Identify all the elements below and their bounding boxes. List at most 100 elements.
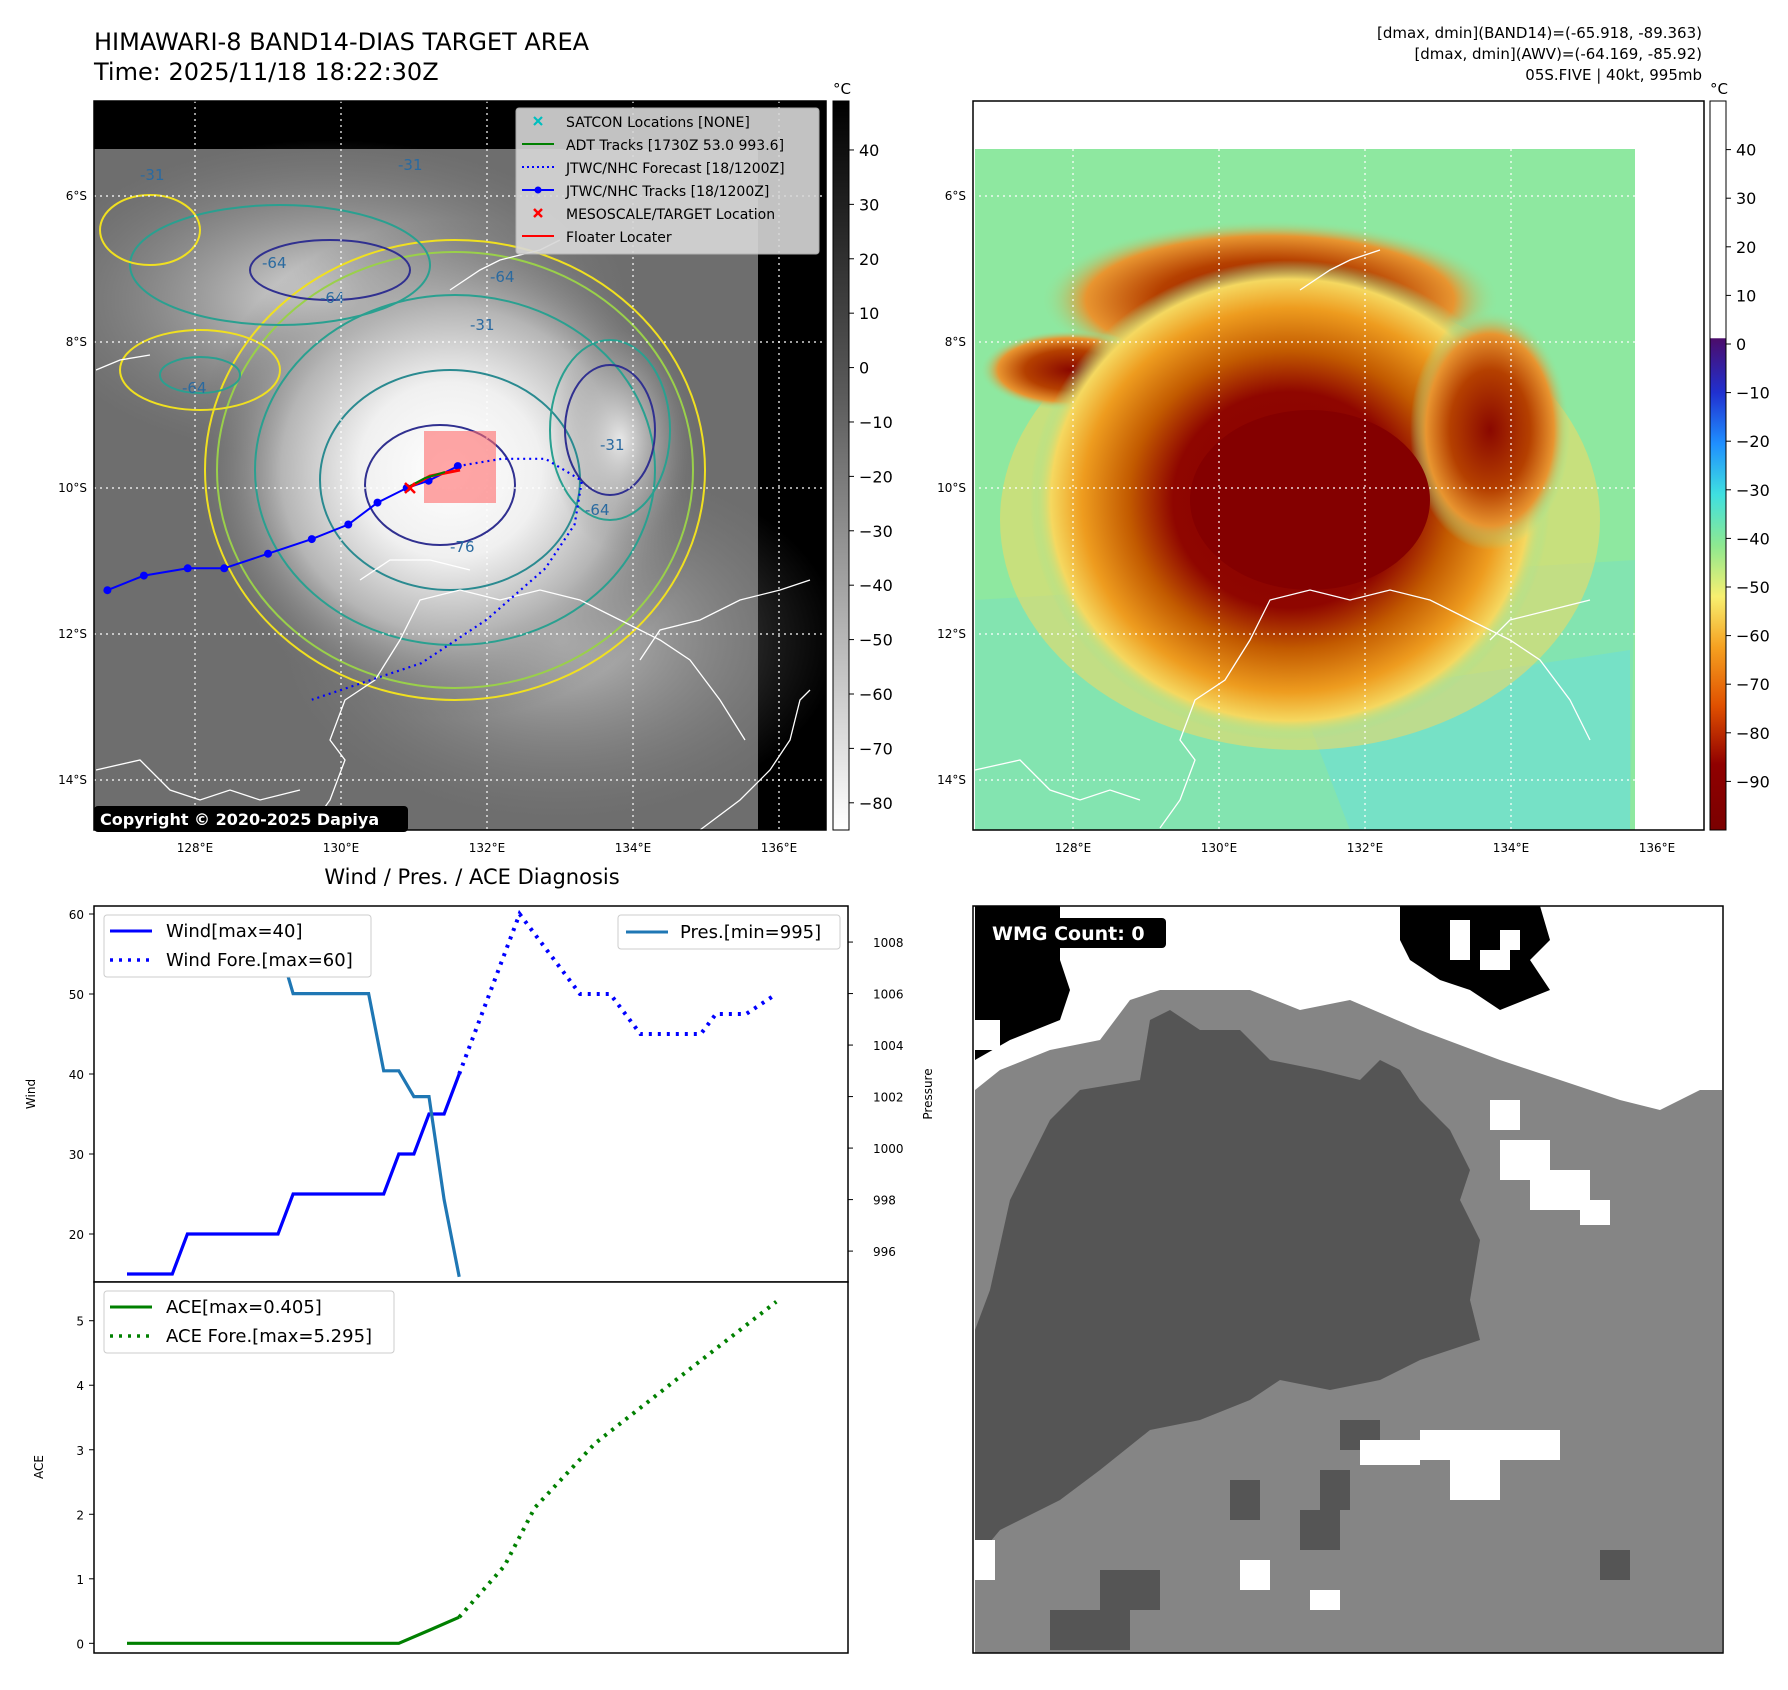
jtwc-track-point xyxy=(139,571,148,580)
jtwc-track-point xyxy=(103,586,112,595)
wmg-count-badge xyxy=(983,918,1166,948)
legend-forecast-label: JTWC/NHC Forecast [18/1200Z] xyxy=(565,161,785,177)
jtwc-track-point xyxy=(307,535,316,544)
target-location-marker xyxy=(404,482,416,494)
colorbar-tick-label: −20 xyxy=(859,467,893,486)
legend-tracks-icon xyxy=(522,186,554,194)
ace-ytick-label: 5 xyxy=(76,1315,84,1329)
awv-lon-tick: 132°E xyxy=(1347,841,1384,855)
contour-label: -64 xyxy=(585,501,610,519)
contour-label: -64 xyxy=(182,379,207,397)
pressure-ytick-label: 996 xyxy=(873,1245,896,1259)
awv-map-panel: 128°E 130°E 132°E 134°E 136°E 6°S 8°S 10… xyxy=(937,80,1770,855)
awv-lon-tick: 136°E xyxy=(1639,841,1676,855)
jtwc-track-point xyxy=(220,564,229,573)
legend-pressure-label: Pres.[min=995] xyxy=(680,922,821,943)
colorbar-tick-label: −80 xyxy=(859,794,893,813)
ace-ytick-label: 1 xyxy=(76,1573,84,1587)
legend-satcon-icon xyxy=(533,116,543,126)
jtwc-track-point xyxy=(344,520,353,529)
colorbar-tick-label: −50 xyxy=(859,631,893,650)
colorbar-tick-label: 20 xyxy=(859,250,879,269)
colorbar-tick-label: −20 xyxy=(1736,432,1770,451)
contour-label: -64 xyxy=(320,289,345,307)
wmg-frame xyxy=(972,905,1724,1654)
awv-lat-tick: 10°S xyxy=(937,481,966,495)
pressure-ytick-label: 998 xyxy=(873,1194,896,1208)
ir-lat-tick: 6°S xyxy=(66,189,87,203)
pressure-ytick-label: 1008 xyxy=(873,936,904,950)
jtwc-track-point xyxy=(373,498,382,507)
wmg-count-label: WMG Count: 0 xyxy=(992,923,1145,945)
info-line2: [dmax, dmin](AWV)=(-64.169, -85.92) xyxy=(1414,45,1702,63)
ir-lat-tick: 12°S xyxy=(58,627,87,641)
contour-label: -31 xyxy=(140,166,165,184)
wind-forecast-series-line xyxy=(457,909,778,1075)
legend-ace-fore-label: ACE Fore.[max=5.295] xyxy=(166,1326,372,1347)
legend-adt-label: ADT Tracks [1730Z 53.0 993.6] xyxy=(566,138,784,154)
figure-title-line2: Time: 2025/11/18 18:22:30Z xyxy=(93,58,439,86)
ace-chart: ACE 0 1 2 3 4 5 ACE[max=0.405] ACE Fore.[max=… xyxy=(32,1281,849,1654)
colorbar-tick-label: −70 xyxy=(1736,675,1770,694)
copyright-badge xyxy=(94,806,408,832)
colorbar-tick-label: −90 xyxy=(1736,772,1770,791)
colorbar-tick-label: 0 xyxy=(1736,335,1746,354)
awv-lat-tick: 12°S xyxy=(937,627,966,641)
ir-lat-tick: 8°S xyxy=(66,335,87,349)
ace-ytick-label: 2 xyxy=(76,1508,84,1522)
pressure-ytick-label: 1006 xyxy=(873,988,904,1002)
wind-ytick-label: 40 xyxy=(69,1068,84,1082)
info-line1: [dmax, dmin](BAND14)=(-65.918, -89.363) xyxy=(1377,24,1702,42)
wmg-dark-field xyxy=(975,1010,1480,1560)
colorbar-tick-label: 20 xyxy=(1736,238,1756,257)
jtwc-track-point xyxy=(453,462,462,471)
contour-label: -64 xyxy=(490,268,515,286)
legend-floater-label: Floater Locater xyxy=(566,230,672,246)
awv-colorbar-unit: °C xyxy=(1710,80,1728,98)
ir-map-border xyxy=(93,100,827,831)
ace-ylabel: ACE xyxy=(32,1455,46,1479)
pressure-legend: Pres.[min=995] xyxy=(617,914,841,950)
ir-lon-tick: 132°E xyxy=(469,841,506,855)
colorbar-tick-label: −10 xyxy=(859,413,893,432)
colorbar-tick-label: −40 xyxy=(1736,529,1770,548)
colorbar-tick-label: −60 xyxy=(859,685,893,704)
awv-lon-tick: 130°E xyxy=(1201,841,1238,855)
ace-legend: ACE[max=0.405] ACE Fore.[max=5.295] xyxy=(103,1290,395,1354)
colorbar-tick-label: 10 xyxy=(1736,286,1756,305)
legend-ace-label: ACE[max=0.405] xyxy=(166,1297,322,1318)
contour-label: -31 xyxy=(600,436,625,454)
legend-wind-label: Wind[max=40] xyxy=(166,921,303,942)
pressure-ylabel: Pressure xyxy=(921,1068,935,1119)
ir-map-panel: -31 -31 -64 -64 -64 -76 -31 -64 -64 -31 xyxy=(58,80,893,855)
colorbar-tick-label: −80 xyxy=(1736,724,1770,743)
awv-lat-tick: 8°S xyxy=(945,335,966,349)
contour-label: -31 xyxy=(398,156,423,174)
wind-ytick-label: 60 xyxy=(69,908,84,922)
figure-title-line1: HIMAWARI-8 BAND14-DIAS TARGET AREA xyxy=(94,28,590,56)
legend-target-label: MESOSCALE/TARGET Location xyxy=(566,207,775,223)
ir-lat-tick: 10°S xyxy=(58,481,87,495)
wind-ytick-label: 50 xyxy=(69,988,84,1002)
copyright-text: Copyright © 2020-2025 Dapiya xyxy=(100,810,379,829)
wind-ytick-label: 20 xyxy=(69,1228,84,1242)
legend-target-icon xyxy=(533,208,543,218)
ir-gridlines xyxy=(94,101,826,830)
ir-colorbar-unit: °C xyxy=(833,80,851,98)
info-line3: 05S.FIVE | 40kt, 995mb xyxy=(1525,66,1702,84)
ir-lat-tick: 14°S xyxy=(58,773,87,787)
legend-satcon-label: SATCON Locations [NONE] xyxy=(566,115,750,131)
legend-wind-fore-label: Wind Fore.[max=60] xyxy=(166,950,353,971)
contour-label: -76 xyxy=(450,538,475,556)
wind-legend: Wind[max=40] Wind Fore.[max=60] xyxy=(103,914,372,978)
awv-lon-tick: 128°E xyxy=(1055,841,1092,855)
jtwc-track-point xyxy=(183,564,192,573)
colorbar-tick-label: 40 xyxy=(1736,141,1756,160)
colorbar-tick-label: −70 xyxy=(859,739,893,758)
ir-lon-tick: 134°E xyxy=(615,841,652,855)
jtwc-track-point xyxy=(264,549,272,558)
contour-label: -64 xyxy=(262,254,287,272)
contour-label: -31 xyxy=(470,316,495,334)
colorbar-tick-label: −60 xyxy=(1736,627,1770,646)
